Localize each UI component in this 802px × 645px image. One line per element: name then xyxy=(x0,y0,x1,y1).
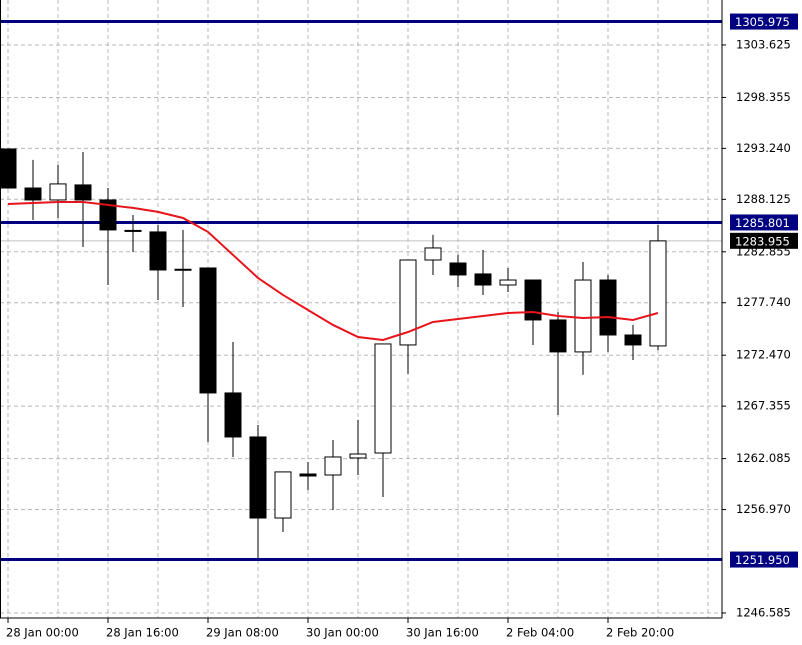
level-label: 1251.950 xyxy=(735,553,790,567)
level-label-box xyxy=(730,13,798,30)
candle-body xyxy=(624,334,642,346)
candle-body xyxy=(99,199,117,231)
y-tick-label: 1298.355 xyxy=(736,90,791,104)
candle-body xyxy=(574,279,592,353)
candle-body xyxy=(274,471,292,519)
x-tick-label: 29 Jan 08:00 xyxy=(206,626,279,640)
candle-body xyxy=(599,279,617,336)
y-tick-label: 1256.970 xyxy=(736,502,791,516)
y-tick-label: 1262.085 xyxy=(736,451,791,465)
level-label-box xyxy=(730,551,798,568)
level-label-box xyxy=(730,214,798,231)
y-tick-label: 1288.125 xyxy=(736,192,791,206)
level-label: 1285.801 xyxy=(735,216,790,230)
candle-body xyxy=(0,148,17,189)
candle-body xyxy=(649,240,667,347)
candle-body xyxy=(549,319,567,353)
candle-body xyxy=(499,279,517,286)
level-label: 1305.975 xyxy=(735,15,790,29)
x-tick-label: 28 Jan 16:00 xyxy=(106,626,179,640)
x-tick-label: 28 Jan 00:00 xyxy=(6,626,79,640)
y-tick-label: 1303.625 xyxy=(736,37,791,51)
x-tick-label: 30 Jan 00:00 xyxy=(306,626,379,640)
candle-body xyxy=(149,231,167,271)
bid-label-box xyxy=(730,232,798,249)
y-tick-label: 1246.585 xyxy=(736,605,791,619)
candle-body xyxy=(524,279,542,321)
x-tick-label: 30 Jan 16:00 xyxy=(406,626,479,640)
x-tick-label: 2 Feb 20:00 xyxy=(606,626,674,640)
y-tick-label: 1272.470 xyxy=(736,348,791,362)
candle-body xyxy=(249,436,267,519)
moving-average xyxy=(7,200,659,341)
candle-body xyxy=(24,187,42,201)
y-tick-label: 1277.740 xyxy=(736,295,791,309)
candle-body xyxy=(199,267,217,394)
candle-body xyxy=(424,247,442,261)
candle-body xyxy=(74,184,92,201)
candle-body xyxy=(474,273,492,286)
candle-body xyxy=(449,262,467,276)
y-tick-label: 1293.240 xyxy=(736,141,791,155)
bid-label: 1283.955 xyxy=(735,234,790,248)
y-tick-label: 1267.355 xyxy=(736,399,791,413)
candle-body xyxy=(349,453,367,459)
candle-body xyxy=(49,183,67,201)
candle-body xyxy=(224,392,242,438)
candle-body xyxy=(299,473,317,477)
candle-body xyxy=(324,456,342,476)
x-tick-label: 2 Feb 04:00 xyxy=(506,626,574,640)
candle-body xyxy=(124,229,142,232)
candle-body xyxy=(374,343,392,454)
candle-body xyxy=(174,268,192,271)
candle-body xyxy=(399,259,417,346)
